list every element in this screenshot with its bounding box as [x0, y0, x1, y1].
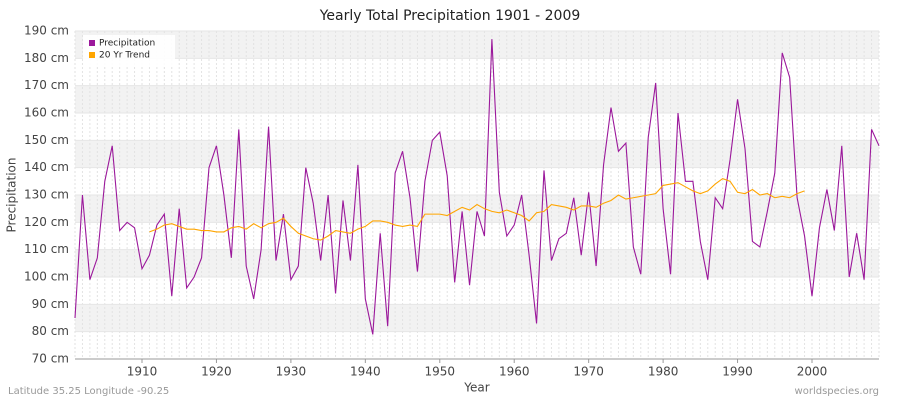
x-tick-label: 1970 — [573, 365, 604, 379]
y-tick-label: 190 cm — [24, 24, 69, 38]
y-tick-label: 110 cm — [24, 242, 69, 256]
legend-swatch — [89, 40, 95, 46]
y-tick-label: 180 cm — [24, 51, 69, 65]
y-tick-label: 80 cm — [32, 324, 69, 338]
y-tick-label: 170 cm — [24, 78, 69, 92]
x-tick-label: 1910 — [127, 365, 158, 379]
legend-label: 20 Yr Trend — [99, 51, 150, 61]
y-tick-label: 70 cm — [32, 352, 69, 366]
legend-swatch — [89, 52, 95, 58]
legend-label: Precipitation — [99, 39, 155, 49]
chart-title: Yearly Total Precipitation 1901 - 2009 — [319, 8, 581, 24]
x-tick-label: 1980 — [648, 365, 679, 379]
series-line — [149, 177, 805, 241]
x-tick-label: 1990 — [722, 365, 753, 379]
y-tick-label: 140 cm — [24, 160, 69, 174]
x-tick-label: 1920 — [201, 365, 232, 379]
x-tick-label: 1950 — [425, 365, 456, 379]
y-tick-label: 90 cm — [32, 297, 69, 311]
x-axis-label: Year — [463, 381, 489, 395]
y-tick-label: 150 cm — [24, 133, 69, 147]
series-line — [74, 39, 880, 335]
x-tick-label: 1960 — [499, 365, 530, 379]
source: worldspecies.org — [795, 386, 879, 397]
y-tick-label: 100 cm — [24, 270, 69, 284]
legend-box — [83, 35, 175, 65]
x-tick-label: 1940 — [350, 365, 381, 379]
location: Latitude 35.25 Longitude -90.25 — [8, 386, 169, 397]
y-axis-label: Precipitation — [5, 157, 19, 232]
y-tick-label: 160 cm — [24, 106, 69, 120]
y-tick-label: 120 cm — [24, 215, 69, 229]
y-tick-label: 130 cm — [24, 188, 69, 202]
x-tick-label: 2000 — [797, 365, 828, 379]
x-tick-label: 1930 — [276, 365, 307, 379]
